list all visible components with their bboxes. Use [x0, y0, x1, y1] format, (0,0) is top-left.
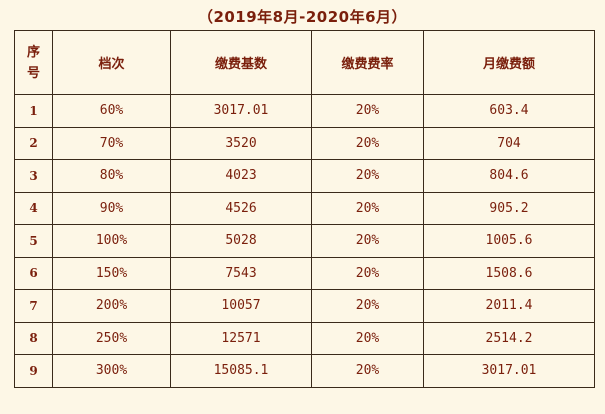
row-monthly: 2514.2 — [423, 321, 595, 355]
row-monthly: 1005.6 — [423, 224, 595, 258]
row-index: 4 — [14, 191, 53, 225]
table-body: 1 60% 3017.01 20% 603.4 2 70% 3520 20% 7… — [14, 94, 595, 388]
table-row: 3 80% 4023 20% 804.6 — [14, 159, 595, 193]
row-rate: 20% — [311, 159, 424, 193]
row-rate: 20% — [311, 191, 424, 225]
row-base: 12571 — [170, 321, 312, 355]
row-monthly: 905.2 — [423, 191, 595, 225]
table-row: 9 300% 15085.1 20% 3017.01 — [14, 354, 595, 388]
row-base: 7543 — [170, 256, 312, 290]
header-seq: 序 号 — [14, 30, 53, 95]
row-monthly: 1508.6 — [423, 256, 595, 290]
row-grade: 70% — [52, 126, 171, 160]
row-grade: 80% — [52, 159, 171, 193]
row-rate: 20% — [311, 256, 424, 290]
table-header: 序 号 档次 缴费基数 缴费费率 月缴费额 — [14, 30, 595, 95]
row-monthly: 2011.4 — [423, 289, 595, 323]
row-grade: 300% — [52, 354, 171, 388]
row-base: 10057 — [170, 289, 312, 323]
row-index: 7 — [14, 289, 53, 323]
row-index: 6 — [14, 256, 53, 290]
header-seq-line2: 号 — [26, 65, 40, 81]
header-monthly: 月缴费额 — [423, 30, 595, 95]
row-rate: 20% — [311, 126, 424, 160]
row-grade: 60% — [52, 94, 171, 128]
row-monthly: 603.4 — [423, 94, 595, 128]
fee-table: 序 号 档次 缴费基数 缴费费率 月缴费额 1 60% 3017.01 20% … — [14, 30, 595, 388]
row-monthly: 704 — [423, 126, 595, 160]
row-base: 4023 — [170, 159, 312, 193]
row-index: 3 — [14, 159, 53, 193]
row-rate: 20% — [311, 354, 424, 388]
row-base: 3520 — [170, 126, 312, 160]
header-row: 序 号 档次 缴费基数 缴费费率 月缴费额 — [14, 30, 595, 95]
row-grade: 90% — [52, 191, 171, 225]
row-index: 8 — [14, 321, 53, 355]
row-rate: 20% — [311, 321, 424, 355]
row-rate: 20% — [311, 289, 424, 323]
table-row: 2 70% 3520 20% 704 — [14, 126, 595, 160]
row-index: 9 — [14, 354, 53, 388]
row-rate: 20% — [311, 224, 424, 258]
table-row: 4 90% 4526 20% 905.2 — [14, 191, 595, 225]
row-base: 4526 — [170, 191, 312, 225]
table-row: 6 150% 7543 20% 1508.6 — [14, 256, 595, 290]
table-row: 5 100% 5028 20% 1005.6 — [14, 224, 595, 258]
row-monthly: 804.6 — [423, 159, 595, 193]
row-base: 3017.01 — [170, 94, 312, 128]
row-rate: 20% — [311, 94, 424, 128]
row-grade: 200% — [52, 289, 171, 323]
table-title: （2019年8月-2020年6月） — [197, 8, 408, 26]
header-grade: 档次 — [52, 30, 171, 95]
table-row: 7 200% 10057 20% 2011.4 — [14, 289, 595, 323]
table-row: 1 60% 3017.01 20% 603.4 — [14, 94, 595, 128]
row-index: 1 — [14, 94, 53, 128]
header-base: 缴费基数 — [170, 30, 312, 95]
header-rate: 缴费费率 — [311, 30, 424, 95]
row-grade: 100% — [52, 224, 171, 258]
row-monthly: 3017.01 — [423, 354, 595, 388]
row-grade: 150% — [52, 256, 171, 290]
row-base: 5028 — [170, 224, 312, 258]
row-index: 2 — [14, 126, 53, 160]
row-base: 15085.1 — [170, 354, 312, 388]
row-index: 5 — [14, 224, 53, 258]
header-seq-line1: 序 — [26, 44, 40, 60]
row-grade: 250% — [52, 321, 171, 355]
table-row: 8 250% 12571 20% 2514.2 — [14, 321, 595, 355]
